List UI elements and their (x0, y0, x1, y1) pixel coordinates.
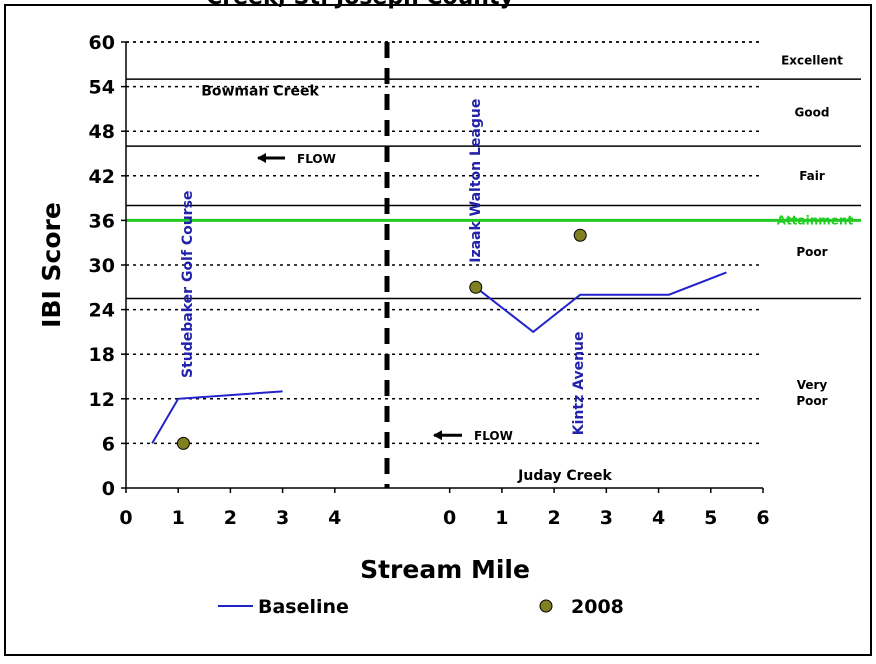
x-tick-label: 0 (443, 507, 456, 529)
x-tick-label: 4 (652, 507, 665, 529)
legend: Baseline 2008 (218, 596, 624, 618)
flow-juday-arrow-head (433, 430, 442, 441)
y-tick-label: 0 (102, 478, 115, 500)
band-label: Good (795, 106, 830, 120)
y-tick-label: 12 (89, 389, 115, 411)
data-layer (151, 228, 727, 450)
x-tick-label: 1 (172, 507, 185, 529)
site-label-kintz-avenue: Kintz Avenue (571, 332, 587, 436)
series-line-bowman-baseline (151, 390, 283, 444)
y-tick-label: 18 (89, 344, 115, 366)
site-label-studebaker: Studebaker Golf Course (180, 191, 196, 378)
band-label: Very Poor (796, 378, 827, 408)
y-axis-label: IBI Score (37, 202, 66, 328)
attainment-label: Attainment (777, 213, 854, 227)
y-tick-label: 6 (102, 433, 115, 455)
x-tick-label: 6 (756, 507, 769, 529)
x-tick-label: 2 (547, 507, 560, 529)
flow-bowman-label: FLOW (297, 152, 336, 166)
y-tick-label: 48 (89, 121, 115, 143)
flow-bowman-arrow-head (257, 152, 266, 163)
legend-label-baseline: Baseline (258, 596, 349, 618)
x-tick-label: 2 (224, 507, 237, 529)
x-tick-label: 5 (704, 507, 717, 529)
y-tick-label: 24 (89, 300, 115, 322)
x-axis-label: Stream Mile (360, 555, 530, 584)
site-label-izaak-walton: Izaak Walton League (468, 99, 484, 263)
x-tick-label: 0 (119, 507, 132, 529)
x-tick-label: 3 (600, 507, 613, 529)
data-point-bowman-2008 (176, 436, 190, 450)
y-tick-label: 30 (89, 255, 115, 277)
creek-name-juday: Juday Creek (517, 468, 612, 484)
annotation-layer: Bowman Creek Juday Creek FLOW FLOW Studebake… (180, 84, 613, 484)
band-label: Excellent (781, 54, 843, 68)
x-tick-label: 3 (276, 507, 289, 529)
flow-juday-label: FLOW (474, 429, 513, 443)
x-tick-label: 1 (495, 507, 508, 529)
y-tick-label: 36 (89, 210, 115, 232)
data-point-juday-2008 (469, 280, 483, 294)
x-tick-label: 4 (328, 507, 341, 529)
creek-name-bowman: Bowman Creek (201, 84, 319, 100)
y-tick-label: 54 (89, 77, 115, 99)
band-layer: Excellent Good Fair Poor Very Poor Attainment (126, 54, 861, 408)
series-line-juday-baseline (475, 271, 727, 334)
y-tick-label: 60 (89, 32, 115, 54)
band-label: Fair (799, 169, 825, 183)
legend-swatch-2008 (539, 599, 553, 613)
chart-border (4, 4, 872, 656)
data-point-juday-2008 (573, 228, 587, 242)
band-label: Poor (796, 245, 827, 259)
chart-title: Creek, St. Joseph County (206, 0, 514, 10)
legend-label-2008: 2008 (571, 596, 624, 618)
y-tick-label: 42 (89, 166, 115, 188)
